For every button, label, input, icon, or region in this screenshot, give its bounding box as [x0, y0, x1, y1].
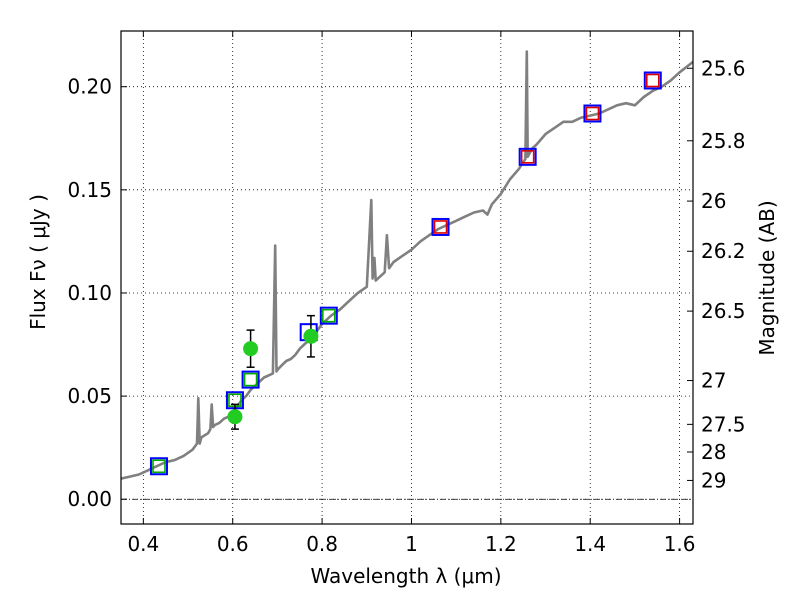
photometry-square [518, 147, 537, 166]
right-tick-label: 25.6 [701, 56, 746, 80]
x-tick-label: 0.6 [217, 532, 249, 556]
plot-frame [120, 30, 694, 525]
observed-point [303, 328, 319, 344]
y-axis-right: 25.6 25.8 26 26.2 26.5 27 27.5 28 29 [687, 56, 746, 492]
photometry-square [241, 370, 260, 389]
photometry-square [431, 217, 450, 236]
right-tick-label: 25.8 [701, 129, 746, 153]
right-tick-label: 26.2 [701, 239, 746, 263]
series-model-photometry-green- [152, 308, 336, 474]
photometry-square [149, 457, 168, 476]
photometry-square [152, 459, 166, 474]
x-tick-label: 1 [405, 532, 418, 556]
right-tick-label: 26.5 [701, 299, 746, 323]
right-tick-label: 27.5 [701, 412, 746, 436]
series-model-photometry-red- [433, 73, 660, 234]
x-tick-label: 1.6 [664, 532, 696, 556]
photometry-square [583, 104, 602, 123]
series-model-photometry-blue- [149, 71, 662, 476]
y-tick-label: 0.00 [67, 487, 112, 511]
photometry-square [321, 308, 336, 323]
photometry-square [433, 220, 448, 234]
photometry-square [643, 71, 662, 90]
spectrum-line [121, 50, 693, 480]
right-tick-label: 28 [701, 440, 726, 464]
y-tick-label: 0.05 [67, 384, 112, 408]
x-tick-label: 0.8 [306, 532, 338, 556]
right-tick-label: 27 [701, 369, 726, 393]
photometry-square [585, 106, 600, 121]
y-tick-label: 0.20 [67, 75, 112, 99]
observed-point [227, 409, 243, 425]
grid-lines [121, 31, 693, 524]
photometry-square [243, 372, 258, 387]
y-axis-right-label: Magnitude (AB) [755, 200, 779, 355]
right-tick-label: 29 [701, 468, 726, 492]
y-axis-left: 0.00 0.05 0.10 0.15 0.20 [67, 75, 127, 511]
y-tick-label: 0.10 [67, 281, 112, 305]
photometry-square [645, 73, 660, 88]
right-tick-label: 26 [701, 189, 726, 213]
x-tick-label: 0.4 [127, 532, 159, 556]
series-model-spectrum [121, 50, 693, 480]
x-tick-label: 1.2 [485, 532, 517, 556]
x-axis: 0.4 0.6 0.8 1 1.2 1.4 1.6 [127, 31, 696, 556]
y-tick-label: 0.15 [67, 178, 112, 202]
observed-point [243, 341, 259, 357]
x-tick-label: 1.4 [574, 532, 606, 556]
series-observed-photometry [227, 314, 319, 430]
photometry-square [319, 306, 338, 325]
x-axis-label: Wavelength λ (μm) [310, 564, 501, 588]
data-series [121, 50, 693, 480]
photometry-square [520, 150, 535, 164]
y-axis-label: Flux Fν ( μJy ) [26, 194, 50, 330]
